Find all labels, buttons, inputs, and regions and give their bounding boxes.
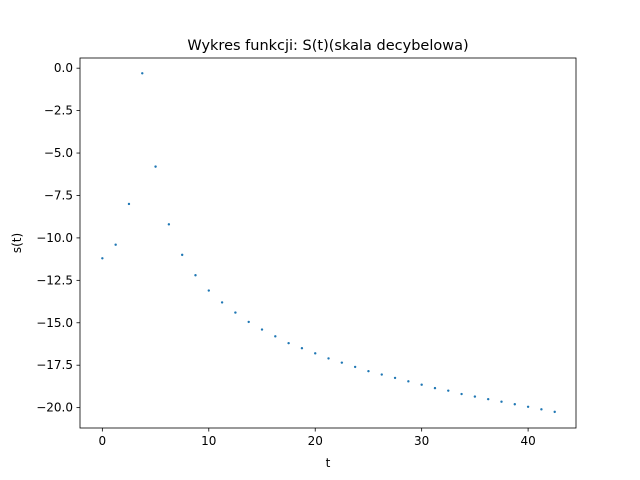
data-point	[447, 389, 450, 392]
data-point	[127, 202, 131, 206]
y-tick-label: −2.5	[44, 104, 73, 118]
chart-title: Wykres funkcji: S(t)(skala decybelowa)	[187, 38, 468, 54]
data-point	[247, 320, 250, 324]
y-tick-label: −17.5	[36, 358, 73, 372]
data-point	[367, 369, 370, 373]
data-point	[180, 253, 184, 257]
data-point	[194, 274, 197, 277]
data-point	[287, 341, 290, 345]
x-tick-label: 30	[414, 434, 429, 448]
y-tick-label: 0.0	[54, 61, 73, 75]
data-point	[101, 257, 104, 260]
data-point	[154, 165, 157, 168]
data-point	[260, 328, 264, 331]
y-tick-label: −5.0	[44, 146, 73, 160]
data-point	[353, 365, 357, 369]
x-tick-label: 40	[520, 434, 535, 448]
data-point	[500, 400, 503, 403]
y-tick-label: −12.5	[36, 273, 73, 287]
x-tick-label: 20	[308, 434, 323, 448]
data-point	[220, 301, 224, 304]
x-axis-label: t	[326, 456, 331, 470]
data-point	[460, 392, 463, 396]
data-point	[141, 72, 144, 75]
data-point	[114, 243, 117, 246]
data-point	[167, 223, 171, 226]
plot-frame	[79, 57, 577, 429]
y-axis: 0.0 −2.5 −5.0 −7.5 −10.0 −12.5 −15.0 −17.5 −20.0	[36, 61, 80, 415]
data-point	[553, 410, 556, 414]
data-point	[473, 395, 477, 398]
data-point	[314, 352, 317, 355]
data-point	[274, 335, 277, 338]
y-tick-label: −20.0	[36, 401, 73, 415]
y-tick-label: −10.0	[36, 231, 73, 245]
data-point	[380, 373, 383, 376]
data-point	[433, 386, 437, 390]
data-point	[407, 380, 410, 383]
x-axis: 0 10 20 30 40	[99, 428, 536, 448]
y-tick-label: −15.0	[36, 316, 73, 330]
data-point	[526, 405, 530, 408]
data-point	[486, 397, 490, 401]
data-point	[300, 347, 304, 350]
data-point	[340, 361, 344, 364]
data-point	[513, 403, 516, 406]
data-point	[420, 383, 423, 386]
data-series	[101, 72, 556, 414]
data-point	[327, 357, 330, 360]
data-point	[393, 376, 397, 380]
y-tick-label: −7.5	[44, 188, 73, 202]
data-point	[234, 311, 237, 314]
y-axis-label: s(t)	[10, 233, 24, 253]
x-tick-label: 0	[99, 434, 107, 448]
data-point	[207, 289, 210, 292]
x-tick-label: 10	[201, 434, 216, 448]
data-point	[540, 408, 543, 411]
